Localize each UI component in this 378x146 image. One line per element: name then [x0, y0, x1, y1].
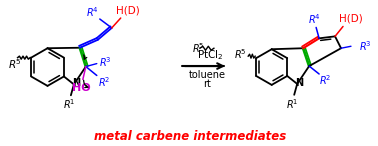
Text: N: N — [295, 78, 303, 88]
Text: R$^2$: R$^2$ — [98, 75, 110, 89]
Text: R$^3$: R$^3$ — [99, 56, 112, 69]
Text: R$^3$: R$^3$ — [359, 39, 372, 53]
Text: N: N — [72, 78, 80, 88]
Text: R$^4$: R$^4$ — [308, 13, 321, 26]
Text: R$^1$: R$^1$ — [63, 97, 75, 111]
FancyArrowPatch shape — [84, 55, 87, 59]
Text: R$^1$: R$^1$ — [286, 97, 299, 111]
Text: H(D): H(D) — [339, 14, 363, 24]
Text: R$^2$: R$^2$ — [319, 73, 331, 87]
Text: R$^5$: R$^5$ — [8, 57, 21, 71]
FancyArrowPatch shape — [84, 80, 88, 88]
Text: H(D): H(D) — [116, 5, 139, 15]
Text: HO: HO — [71, 83, 90, 93]
Text: toluene: toluene — [189, 70, 225, 80]
Text: R$^4$: R$^4$ — [87, 5, 99, 19]
Text: metal carbene intermediates: metal carbene intermediates — [94, 130, 286, 143]
Text: PtCl$_2$: PtCl$_2$ — [197, 48, 223, 62]
Text: rt: rt — [203, 79, 211, 89]
Text: R$^5$: R$^5$ — [192, 41, 204, 55]
Text: R$^5$: R$^5$ — [234, 47, 246, 61]
